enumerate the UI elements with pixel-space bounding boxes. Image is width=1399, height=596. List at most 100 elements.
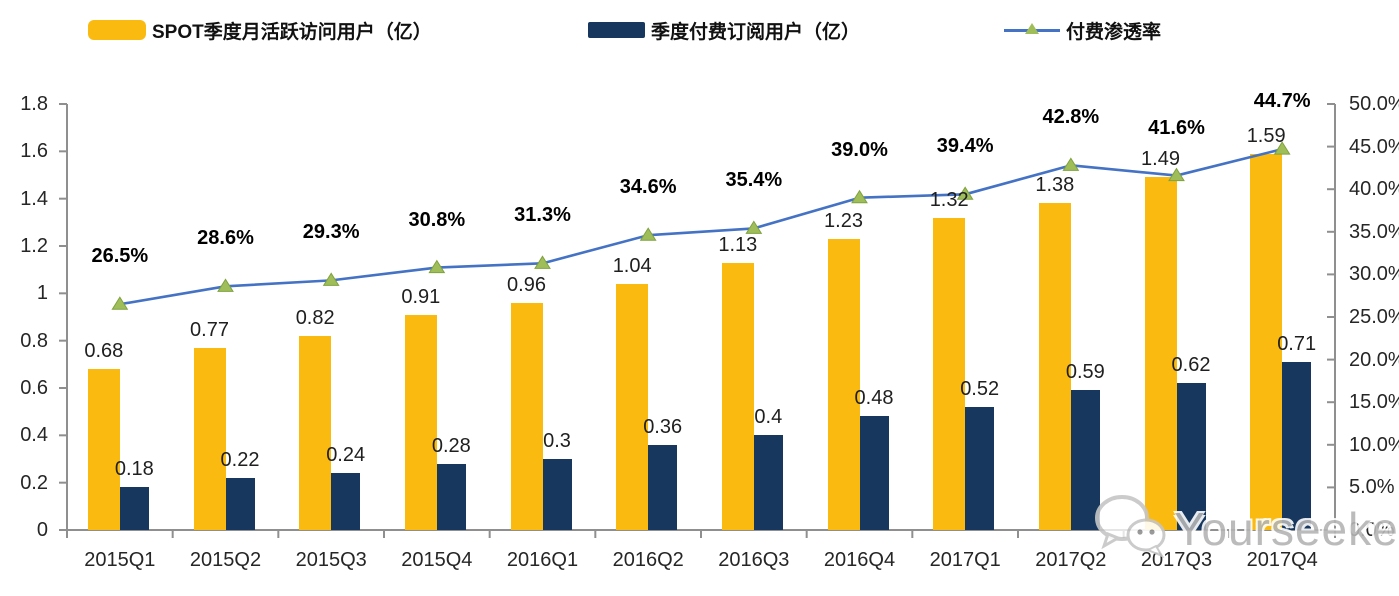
line-marker-icon — [745, 220, 763, 234]
right-axis-label: 25.0% — [1349, 306, 1399, 328]
subscriber-value-label: 0.28 — [431, 434, 471, 457]
penetration-legend-sample — [1004, 23, 1060, 37]
x-tick-label: 2016Q1 — [506, 549, 579, 571]
x-tick-label: 2016Q2 — [612, 549, 684, 571]
right-axis-label: 40.0% — [1349, 178, 1399, 201]
mau-value-label: 1.49 — [1141, 148, 1180, 171]
penetration-value-label: 34.6% — [619, 176, 677, 199]
right-axis-label: 5.0% — [1349, 476, 1395, 499]
subscriber-bar — [1176, 383, 1206, 530]
left-axis-label: 0.6 — [20, 377, 48, 399]
left-axis-label: 0 — [36, 519, 48, 541]
x-tick-label: 2017Q1 — [929, 549, 1001, 571]
left-axis-label: 1.2 — [20, 235, 48, 257]
mau-value-label: 1.13 — [718, 233, 758, 256]
line-marker-icon — [428, 259, 446, 274]
legend-item-mau: SPOT季度月活跃访问用户（亿） — [88, 15, 432, 45]
penetration-value-label: 44.7% — [1253, 90, 1311, 113]
right-axis-label: 15.0% — [1349, 391, 1399, 414]
line-marker-icon — [1062, 157, 1080, 171]
left-axis-label: 1.6 — [20, 140, 48, 163]
subscriber-value-label: 0.4 — [754, 406, 783, 429]
mau-value-label: 0.96 — [507, 273, 546, 296]
subscriber-bar — [859, 416, 889, 530]
legend-label: 季度付费订阅用户（亿） — [651, 21, 861, 43]
penetration-value-label: 35.4% — [725, 169, 783, 192]
line-marker-icon — [217, 278, 234, 292]
x-tick-label: 2015Q3 — [295, 549, 367, 571]
mau-value-label: 0.77 — [190, 318, 229, 341]
watermark-text: Yourseeker — [1174, 503, 1399, 555]
line-marker-icon — [639, 227, 657, 241]
mau-value-label: 1.38 — [1035, 174, 1075, 197]
x-tick-label: 2017Q4 — [1246, 549, 1318, 571]
legend-label: SPOT季度月活跃访问用户（亿） — [152, 21, 432, 43]
subscriber-value-label: 0.71 — [1277, 332, 1317, 355]
line-marker-icon — [111, 296, 129, 310]
subscriber-value-label: 0.18 — [114, 458, 154, 481]
mau-bar — [827, 238, 860, 530]
x-tick-label: 2015Q1 — [84, 549, 156, 571]
mau-value-label: 1.32 — [929, 188, 969, 211]
penetration-value-label: 30.8% — [408, 208, 466, 231]
left-axis-label: 1.8 — [20, 93, 48, 115]
subscriber-bar — [1070, 390, 1100, 530]
subscriber-legend-swatch — [588, 22, 645, 38]
subscriber-bar — [436, 463, 466, 530]
subscriber-bar — [648, 444, 678, 530]
right-axis-label: 10.0% — [1349, 433, 1399, 456]
right-axis-label: 30.0% — [1349, 263, 1399, 286]
penetration-value-label: 31.3% — [514, 204, 571, 227]
right-axis-label: 20.0% — [1349, 348, 1399, 371]
subscriber-bar — [1282, 361, 1312, 530]
subscriber-value-label: 0.62 — [1171, 354, 1211, 377]
line-marker-icon — [956, 186, 974, 200]
wechat-icon — [1095, 495, 1166, 559]
subscriber-value-label: 0.48 — [854, 387, 894, 410]
x-tick-label: 2016Q4 — [823, 549, 896, 571]
mau-bar — [299, 335, 332, 530]
subscriber-value-label: 0.3 — [543, 430, 571, 452]
penetration-value-label: 42.8% — [1042, 106, 1100, 129]
right-axis-label: 35.0% — [1349, 220, 1399, 243]
mau-bar — [1250, 153, 1283, 530]
mau-bar — [721, 262, 754, 530]
right-axis-label: 0.0% — [1349, 519, 1395, 541]
penetration-value-label: 41.6% — [1148, 116, 1205, 139]
left-axis-label: 1 — [36, 282, 48, 305]
line-marker-icon — [322, 272, 340, 286]
mau-legend-swatch — [88, 20, 146, 40]
subscriber-bar — [965, 406, 995, 530]
subscriber-bar — [225, 477, 255, 530]
mau-value-label: 1.04 — [612, 254, 652, 277]
subscriber-value-label: 0.52 — [960, 377, 1000, 400]
left-axis-label: 0.2 — [20, 471, 48, 494]
subscriber-bar — [753, 435, 783, 530]
mau-value-label: 1.59 — [1246, 124, 1286, 147]
penetration-value-label: 28.6% — [197, 227, 254, 250]
mau-bar — [933, 217, 966, 530]
subscriber-value-label: 0.36 — [643, 415, 683, 438]
subscriber-value-label: 0.24 — [326, 444, 366, 467]
subscriber-value-label: 0.59 — [1065, 361, 1105, 384]
mau-value-label: 0.68 — [84, 340, 124, 363]
legend-item-subscribers: 季度付费订阅用户（亿） — [588, 15, 860, 45]
watermark: Yourseeker — [1090, 488, 1399, 570]
x-tick-label: 2017Q2 — [1035, 549, 1107, 571]
line-marker-icon — [1273, 141, 1291, 155]
penetration-value-label: 26.5% — [91, 245, 149, 268]
line-marker-icon — [1168, 167, 1185, 182]
subscriber-bar — [119, 487, 149, 530]
mau-value-label: 0.91 — [401, 285, 441, 308]
mau-bar — [404, 314, 437, 530]
penetration-line — [119, 147, 1283, 306]
x-tick-label: 2016Q3 — [718, 549, 790, 571]
mau-bar — [510, 302, 543, 530]
left-axis-label: 0.8 — [20, 329, 48, 352]
mau-bar — [87, 369, 120, 530]
mau-bar — [193, 347, 226, 530]
left-axis-label: 0.4 — [20, 424, 48, 447]
triangle-marker-icon — [1025, 23, 1039, 34]
